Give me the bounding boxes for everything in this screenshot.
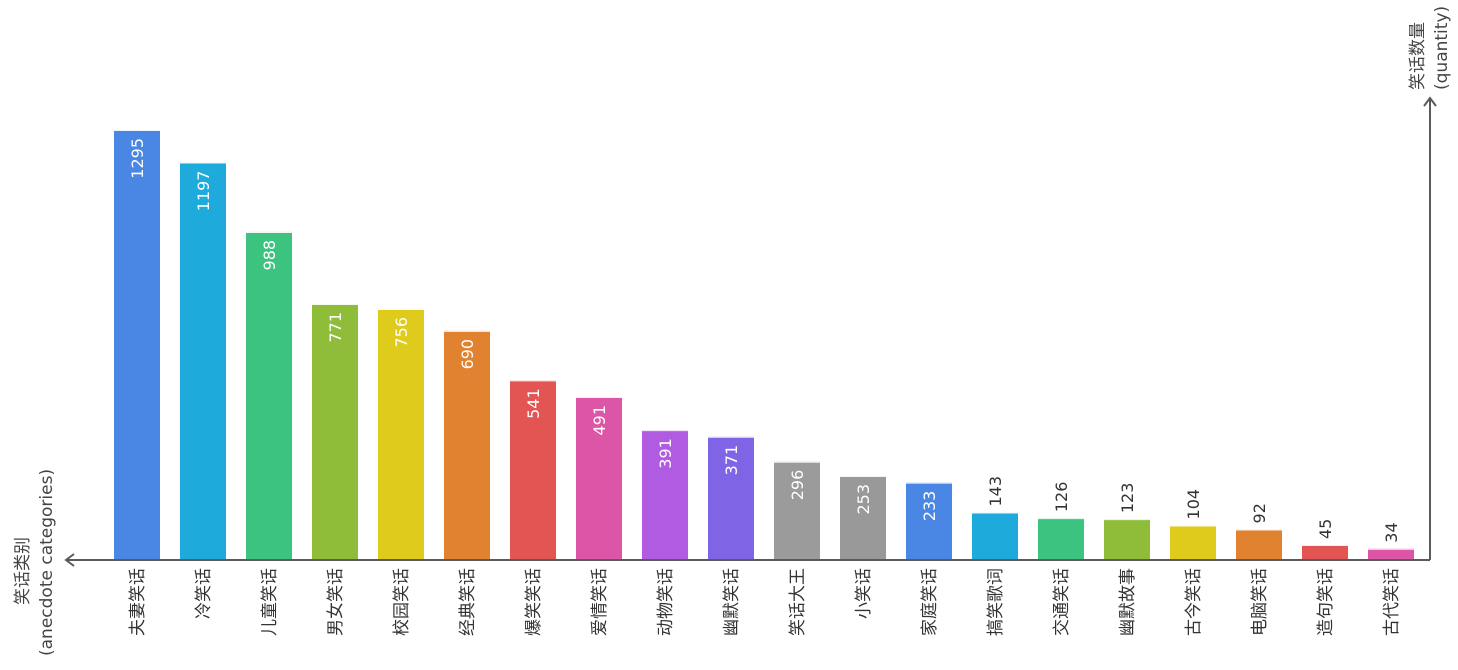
value-label: 771 [326,312,345,343]
bar-1 [180,162,226,561]
category-label: 爆笑笑话 [524,568,544,636]
category-label: 男女笑话 [326,568,346,636]
category-label: 古今笑话 [1184,568,1204,636]
y-axis-title-cn: 笑话数量 [1408,22,1428,90]
value-label: 34 [1382,522,1401,542]
y-axis-arrow-icon [1423,96,1437,107]
x-axis-title-cn: 笑话类别 [13,537,33,605]
category-label: 交通笑话 [1052,568,1072,636]
category-label: 古代笑话 [1382,568,1402,636]
category-label: 冷笑话 [194,568,214,619]
category-label: 儿童笑话 [260,568,280,636]
bar-16 [1170,525,1216,560]
bars-group [114,130,1414,561]
labels-group: 1295 夫妻笑话 1197 冷笑话 988 儿童笑话 771 男女笑话 756 校园笑话 690 经… [128,138,1402,636]
bar-8 [642,430,688,560]
value-label: 1295 [128,138,147,179]
category-label: 搞笑歌词 [986,568,1006,636]
value-label: 756 [392,317,411,348]
category-label: 夫妻笑话 [128,568,148,636]
value-label: 123 [1118,483,1137,514]
y-axis-title-en: (quantity) [1432,6,1452,90]
bar-11 [840,475,886,560]
category-label: 幽默笑话 [722,568,742,636]
value-label: 690 [458,339,477,370]
bar-17 [1236,529,1282,560]
value-label: 296 [788,470,807,501]
value-label: 253 [854,484,873,515]
bar-2 [246,231,292,560]
bar-13 [972,512,1018,560]
bar-10 [774,461,820,560]
category-label: 笑话大王 [788,568,808,636]
bar-5 [444,330,490,560]
category-label: 爱情笑话 [590,568,610,636]
value-label: 233 [920,491,939,522]
bar-4 [378,308,424,560]
value-label: 491 [590,405,609,436]
bar-6 [510,380,556,560]
x-axis-arrow-icon [64,553,75,567]
bar-14 [1038,518,1084,560]
bar-19 [1368,548,1414,560]
bar-7 [576,396,622,560]
value-label: 143 [986,476,1005,507]
category-label: 小笑话 [854,568,874,619]
category-label: 校园笑话 [392,568,412,636]
value-label: 391 [656,438,675,469]
category-label: 造句笑话 [1316,568,1336,636]
value-label: 1197 [194,171,213,212]
bar-12 [906,482,952,560]
bar-0 [114,130,160,560]
x-axis-title-en: (anecdote categories) [37,469,57,656]
value-label: 371 [722,445,741,476]
value-label: 541 [524,388,543,419]
bar-3 [312,303,358,560]
bar-18 [1302,545,1348,560]
value-label: 104 [1184,489,1203,520]
bar-9 [708,436,754,560]
value-label: 126 [1052,482,1071,513]
bar-15 [1104,519,1150,560]
value-label: 988 [260,240,279,271]
value-label: 45 [1316,519,1335,539]
value-label: 92 [1250,503,1269,523]
category-label: 电脑笑话 [1250,568,1270,636]
category-label: 幽默故事 [1118,568,1138,636]
category-label: 家庭笑话 [920,568,940,636]
category-label: 动物笑话 [656,568,676,636]
category-label: 经典笑话 [458,568,478,636]
